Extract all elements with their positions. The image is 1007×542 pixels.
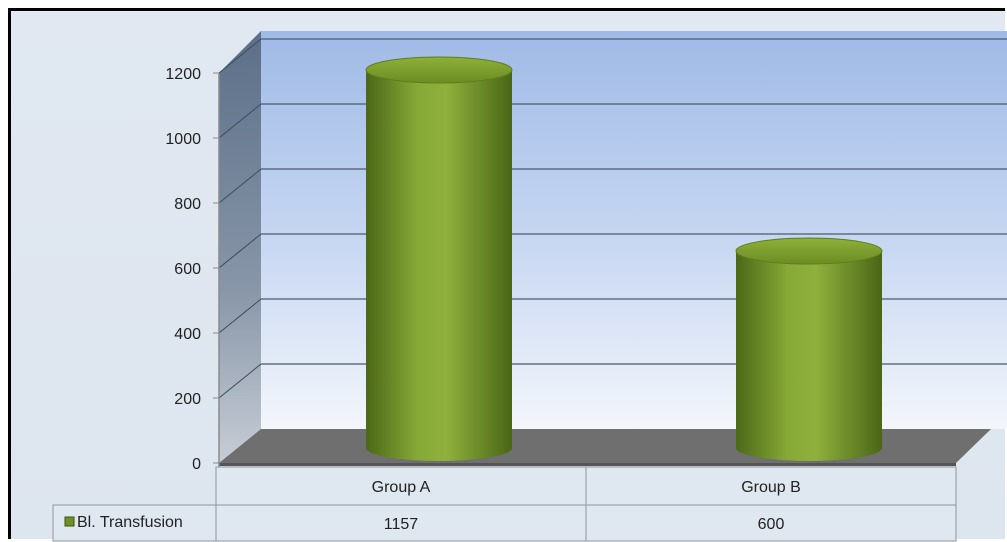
chart-frame: 0 200 400 600 800 1000 1200 Bl. Transfusion Gr…: [8, 8, 1007, 542]
legend-series-label: Bl. Transfusion: [77, 514, 183, 531]
bar-top: [735, 237, 883, 265]
y-tick-label: 800: [174, 196, 201, 213]
y-tick-label: 200: [174, 391, 201, 408]
y-tick-label: 1200: [165, 66, 201, 83]
table-value-group-b: 600: [758, 516, 785, 533]
gridline-side: [218, 38, 262, 74]
table-category-group-b: Group B: [741, 479, 801, 496]
gridline-side: [218, 363, 262, 399]
gridline-side: [218, 233, 262, 269]
y-tick-label: 0: [192, 456, 201, 473]
y-tick-label: 600: [174, 261, 201, 278]
legend-key-swatch: [64, 516, 75, 527]
gridline-side: [218, 298, 262, 334]
chart-plot: 0 200 400 600 800 1000 1200 Bl. Transfusion Gr…: [52, 31, 1007, 542]
table-category-group-a: Group A: [372, 479, 431, 496]
bar-group-b: [735, 237, 883, 461]
gridline-side: [218, 168, 262, 204]
table-value-group-a: 1157: [384, 516, 419, 533]
y-axis: 0 200 400 600 800 1000 1200: [165, 66, 219, 473]
y-tick-label: 1000: [165, 131, 201, 148]
bars: [365, 56, 883, 461]
bar-group-a: [365, 56, 513, 461]
bar-body: [366, 69, 512, 461]
data-table: Bl. Transfusion Group A Group B 1157 600: [52, 466, 957, 542]
y-tick-label: 400: [174, 326, 201, 343]
bar-body: [736, 251, 882, 461]
bar-top: [365, 56, 513, 84]
gridline-side: [218, 103, 262, 139]
side-wall: [219, 31, 261, 463]
floor-front-edge: [219, 463, 956, 466]
